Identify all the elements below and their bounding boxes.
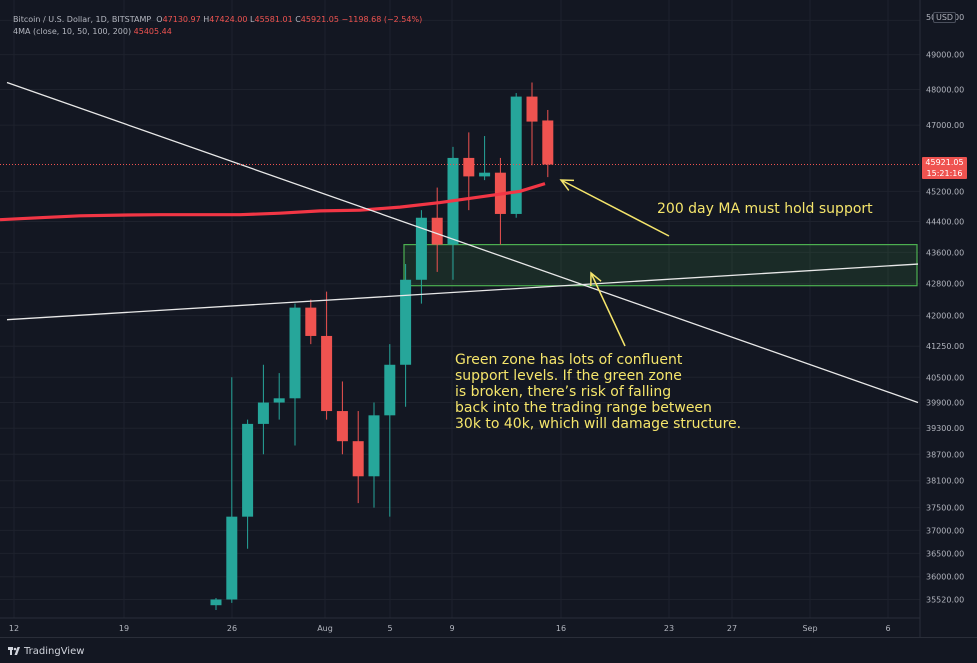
candle-body xyxy=(431,217,443,245)
zone-note-line: is broken, there’s risk of falling xyxy=(455,384,672,400)
x-tick-label: Aug xyxy=(317,624,333,633)
x-tick-label: 19 xyxy=(119,624,129,633)
symbol-title[interactable]: Bitcoin / U.S. Dollar, 1D, BITSTAMP xyxy=(13,15,152,24)
currency-badge[interactable]: USD xyxy=(933,12,957,23)
y-tick-label: 42800.00 xyxy=(926,280,964,289)
candle-body xyxy=(463,157,475,177)
change-value: −1198.68 (−2.54%) xyxy=(341,15,423,24)
zone-arrow-head xyxy=(590,271,602,287)
ma-arrow xyxy=(560,179,670,237)
open-label: O xyxy=(156,15,163,24)
candle-body xyxy=(352,441,364,477)
candle-body xyxy=(526,96,538,122)
candle-body xyxy=(542,120,554,165)
x-tick-label: 27 xyxy=(727,624,737,633)
footer-bar: TradingView xyxy=(0,637,977,663)
trendline-ascending xyxy=(6,263,919,321)
high-value: 47424.00 xyxy=(209,15,248,24)
y-tick-label: 36500.00 xyxy=(926,549,964,558)
ma-arrow-head xyxy=(559,179,575,191)
zone-note-line: Green zone has lots of confluent xyxy=(455,352,683,368)
candle-body xyxy=(242,423,254,517)
y-tick-label: 41250.00 xyxy=(926,342,964,351)
x-tick-label: 5 xyxy=(387,624,392,633)
y-tick-label: 40500.00 xyxy=(926,373,964,382)
zone-note-line: support levels. If the green zone xyxy=(455,368,682,384)
y-tick-label: 42000.00 xyxy=(926,312,964,321)
current-price-tag: 45921.05 15:21:16 xyxy=(922,157,967,179)
x-tick-label: Sep xyxy=(802,624,817,633)
zone-note-line: back into the trading range between xyxy=(455,400,712,416)
ma-annotation-text: 200 day MA must hold support xyxy=(657,201,873,217)
y-tick-label: 45200.00 xyxy=(926,187,964,196)
candle-body xyxy=(384,364,396,416)
ma-200-line xyxy=(0,182,546,222)
ma-indicator-value: 45405.44 xyxy=(133,27,172,36)
candle-body xyxy=(273,398,285,403)
trendline-descending xyxy=(6,81,919,404)
trendlines xyxy=(6,81,919,404)
candle-body xyxy=(415,217,427,280)
low-value: 45581.01 xyxy=(254,15,293,24)
annotation-arrows xyxy=(559,179,670,347)
candle-body xyxy=(510,96,522,214)
y-tick-label: 36000.00 xyxy=(926,573,964,582)
y-tick-label: 35520.00 xyxy=(926,595,964,604)
candle-body xyxy=(226,516,238,600)
x-tick-label: 12 xyxy=(9,624,19,633)
tradingview-logo[interactable]: TradingView xyxy=(8,646,84,657)
y-tick-label: 39300.00 xyxy=(926,424,964,433)
y-tick-label: 38100.00 xyxy=(926,477,964,486)
y-tick-label: 37500.00 xyxy=(926,504,964,513)
time-axis[interactable]: 12 19 26 Aug 5 9 16 23 27 Sep 6 xyxy=(9,624,891,633)
high-label: H xyxy=(203,15,210,24)
price-axis[interactable]: 50000.0049000.0048000.0047000.0045200.00… xyxy=(926,13,964,604)
candle-body xyxy=(210,599,222,606)
x-tick-label: 23 xyxy=(664,624,674,633)
close-value: 45921.05 xyxy=(300,15,339,24)
candle-body xyxy=(336,411,348,442)
y-tick-label: 44400.00 xyxy=(926,218,964,227)
zone-annotation-text: Green zone has lots of confluent support… xyxy=(455,352,755,432)
y-tick-label: 48000.00 xyxy=(926,86,964,95)
y-tick-label: 37000.00 xyxy=(926,526,964,535)
candle-body xyxy=(368,415,380,477)
brand-name: TradingView xyxy=(24,646,85,657)
y-tick-label: 39900.00 xyxy=(926,399,964,408)
y-tick-label: 47000.00 xyxy=(926,121,964,130)
candle-body xyxy=(321,335,333,412)
candle-countdown: 15:21:16 xyxy=(926,169,963,178)
current-price-value: 45921.05 xyxy=(925,158,964,167)
tradingview-logo-icon xyxy=(8,647,20,655)
open-value: 47130.97 xyxy=(162,15,201,24)
y-tick-label: 49000.00 xyxy=(926,51,964,60)
zone-note-line: 30k to 40k, which will damage structure. xyxy=(455,416,742,432)
x-tick-label: 6 xyxy=(885,624,890,633)
low-label: L xyxy=(250,15,255,24)
zone-arrow xyxy=(590,272,626,347)
candle-body xyxy=(305,307,317,336)
ma-indicator-label[interactable]: 4MA (close, 10, 50, 100, 200) xyxy=(13,27,132,36)
x-tick-label: 16 xyxy=(556,624,566,633)
chart-legend: Bitcoin / U.S. Dollar, 1D, BITSTAMP O471… xyxy=(13,14,422,38)
y-tick-label: 43600.00 xyxy=(926,248,964,257)
candle-body xyxy=(257,402,269,424)
close-label: C xyxy=(295,15,301,24)
x-tick-label: 9 xyxy=(449,624,454,633)
candle-body xyxy=(479,172,491,177)
candle-body xyxy=(289,307,301,399)
candle-body xyxy=(400,279,412,365)
grid-lines xyxy=(0,0,920,618)
y-tick-label: 38700.00 xyxy=(926,450,964,459)
x-tick-label: 26 xyxy=(227,624,237,633)
